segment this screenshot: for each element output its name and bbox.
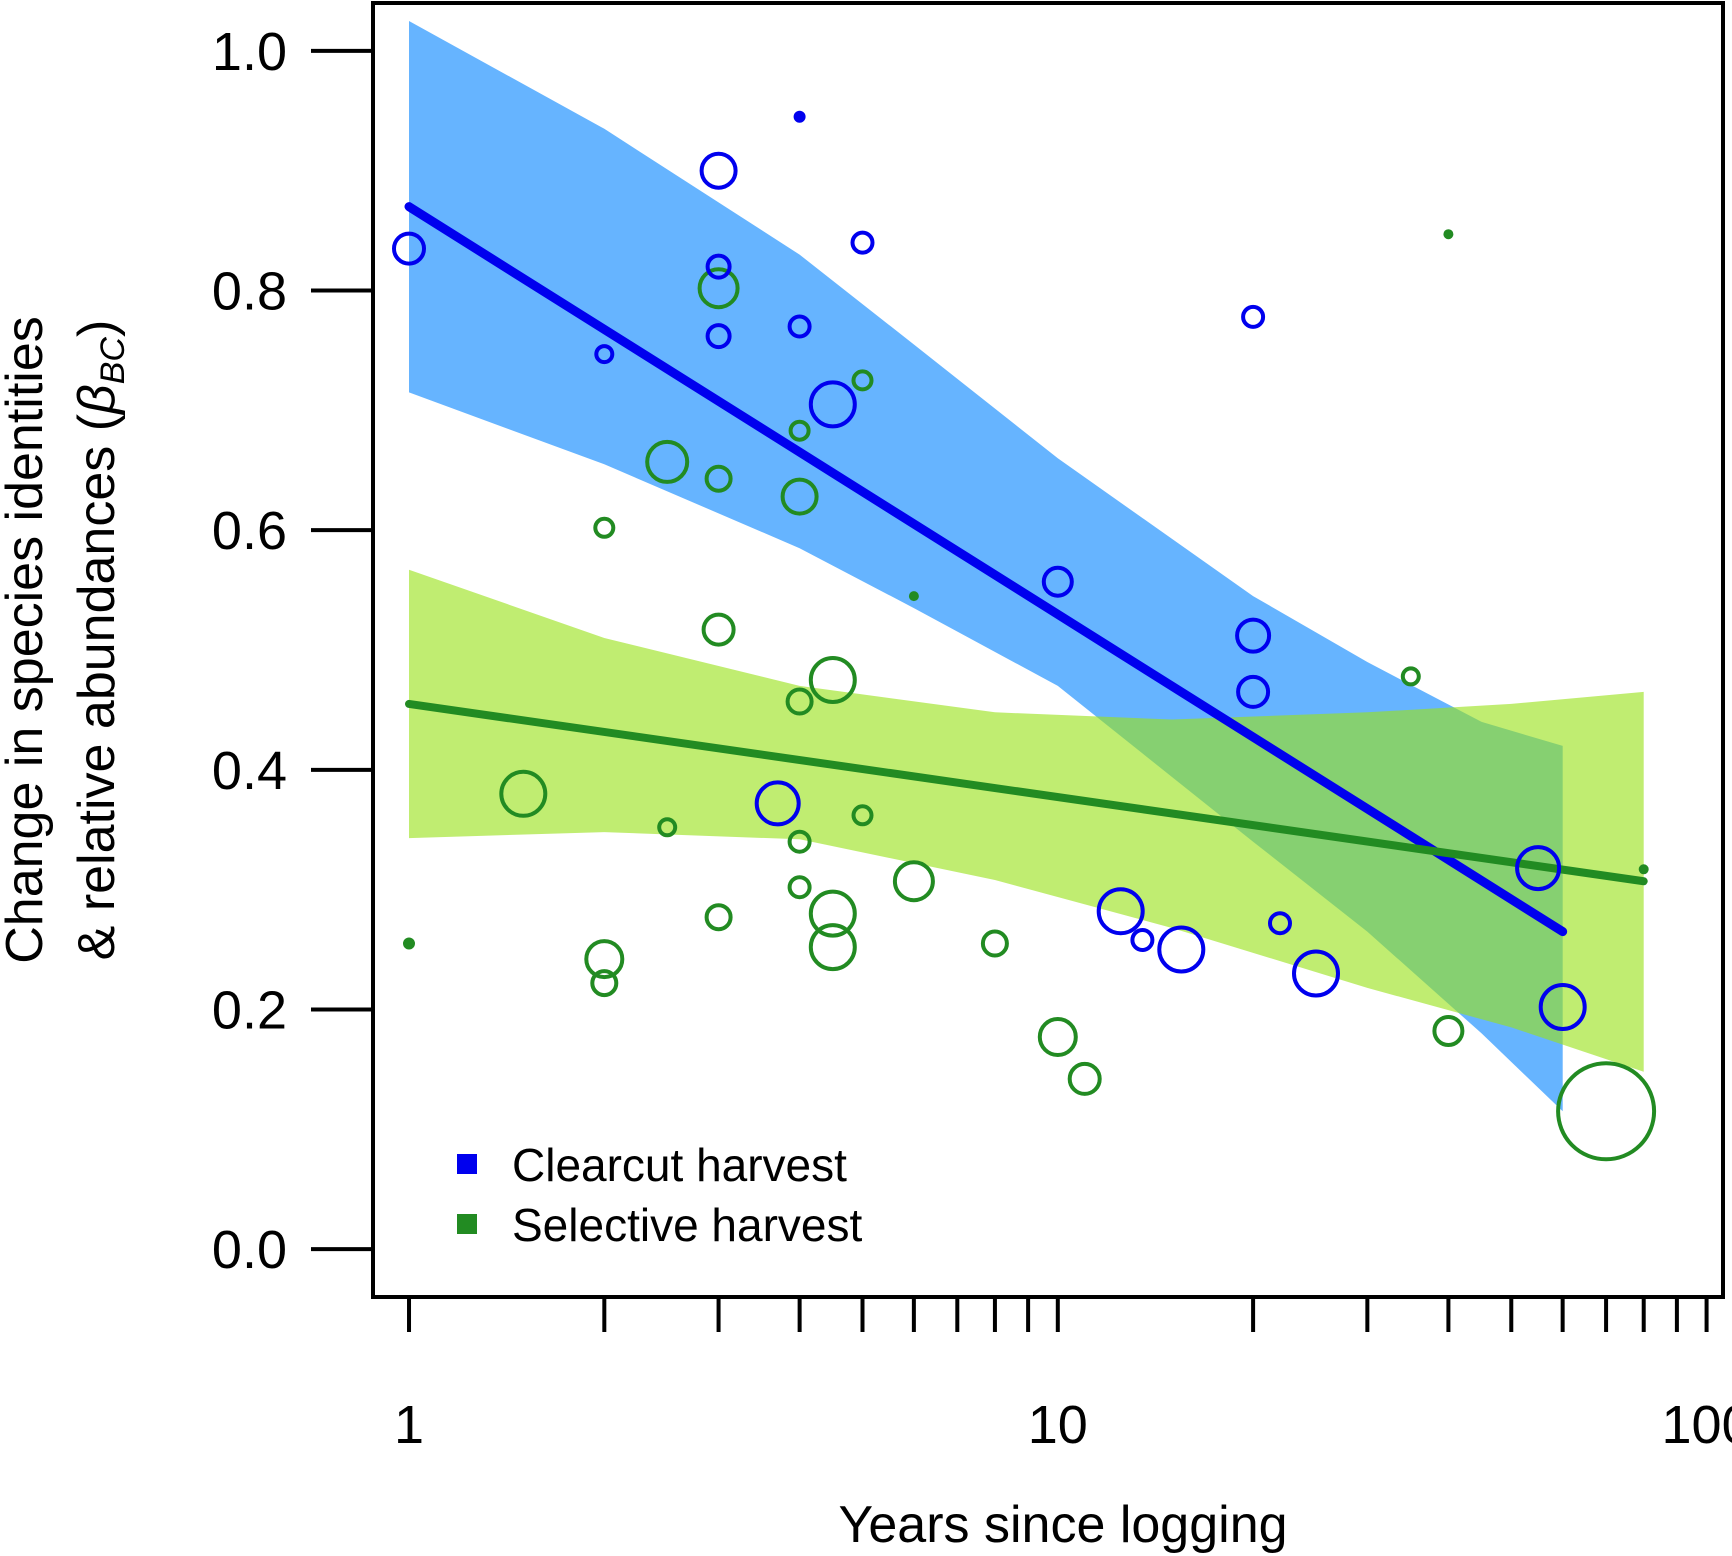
legend-swatch-clearcut xyxy=(457,1154,477,1174)
point-clearcut-harvest-6 xyxy=(793,110,806,123)
point-selective-harvest-25 xyxy=(1067,1061,1102,1096)
point-selective-harvest-20 xyxy=(851,804,874,827)
y-axis-title-suffix: ) xyxy=(68,320,126,337)
point-clearcut-harvest-4 xyxy=(705,323,732,350)
legend-label-clearcut: Clearcut harvest xyxy=(512,1139,847,1191)
y-axis-title-beta: β xyxy=(68,384,126,416)
x-axis: 1 10 100 xyxy=(394,1295,1732,1455)
point-selective-harvest-9 xyxy=(701,612,736,647)
point-clearcut-harvest-16 xyxy=(1236,674,1271,709)
fit-line-selective-harvest xyxy=(405,699,1648,886)
x-tick-label-1: 10 xyxy=(1028,1395,1088,1455)
point-clearcut-harvest-14 xyxy=(1241,304,1266,329)
y-tick-label-2: 0.4 xyxy=(212,741,287,801)
point-selective-harvest-29 xyxy=(1556,1061,1657,1162)
point-selective-harvest-23 xyxy=(980,929,1009,958)
point-clearcut-harvest-17 xyxy=(1268,911,1292,936)
point-clearcut-harvest-13 xyxy=(1157,925,1206,974)
point-selective-harvest-3 xyxy=(584,939,625,980)
point-selective-harvest-10 xyxy=(704,903,733,932)
fit-lines xyxy=(404,202,1648,937)
point-selective-harvest-16 xyxy=(808,656,857,704)
x-tick-label-2: 100 xyxy=(1662,1395,1732,1455)
point-selective-harvest-7 xyxy=(697,267,740,310)
ci-band-selective-harvest xyxy=(409,569,1644,1072)
point-selective-harvest-26 xyxy=(1400,666,1421,687)
point-clearcut-harvest-20 xyxy=(1538,983,1587,1031)
point-clearcut-harvest-19 xyxy=(1515,845,1562,892)
y-tick-label-3: 0.6 xyxy=(212,501,287,561)
point-clearcut-harvest-12 xyxy=(1130,928,1155,952)
y-axis-title-subscript: BC xyxy=(94,337,132,385)
point-selective-harvest-0 xyxy=(403,937,415,950)
point-selective-harvest-14 xyxy=(787,829,812,854)
point-selective-harvest-13 xyxy=(785,687,814,716)
point-selective-harvest-11 xyxy=(788,419,811,442)
point-selective-harvest-15 xyxy=(787,875,812,900)
point-selective-harvest-4 xyxy=(590,969,619,998)
point-clearcut-harvest-5 xyxy=(754,780,801,827)
point-selective-harvest-19 xyxy=(851,369,874,392)
x-axis-title: Years since logging xyxy=(838,1496,1287,1554)
point-selective-harvest-2 xyxy=(593,516,616,539)
y-tick-label-0: 0.0 xyxy=(212,1220,287,1280)
point-selective-harvest-8 xyxy=(704,464,733,493)
y-axis-title-prefix: & relative abundances ( xyxy=(68,413,126,960)
point-selective-harvest-18 xyxy=(808,923,857,972)
point-selective-harvest-6 xyxy=(657,817,678,838)
point-clearcut-harvest-1 xyxy=(594,344,615,365)
point-clearcut-harvest-9 xyxy=(850,230,875,255)
data-points xyxy=(392,110,1657,1162)
point-clearcut-harvest-18 xyxy=(1292,949,1340,998)
y-axis-title-line2: & relative abundances (βBC) xyxy=(68,320,132,961)
legend: Clearcut harvest Selective harvest xyxy=(457,1139,862,1251)
point-clearcut-harvest-10 xyxy=(1041,565,1074,598)
point-clearcut-harvest-3 xyxy=(705,253,732,280)
y-tick-label-4: 0.8 xyxy=(212,262,287,322)
point-selective-harvest-24 xyxy=(1037,1017,1078,1057)
point-clearcut-harvest-2 xyxy=(699,151,738,190)
point-selective-harvest-22 xyxy=(892,860,935,903)
point-clearcut-harvest-11 xyxy=(1096,887,1145,936)
legend-label-selective: Selective harvest xyxy=(512,1199,862,1251)
point-clearcut-harvest-8 xyxy=(808,380,857,429)
point-clearcut-harvest-0 xyxy=(392,231,426,266)
point-selective-harvest-21 xyxy=(908,591,919,602)
point-clearcut-harvest-7 xyxy=(787,314,812,339)
point-selective-harvest-1 xyxy=(499,769,548,818)
y-axis-title-line1: Change in species identities xyxy=(0,316,54,964)
point-clearcut-harvest-15 xyxy=(1235,617,1272,654)
y-tick-label-1: 0.2 xyxy=(212,980,287,1040)
y-axis: 0.0 0.2 0.4 0.6 0.8 1.0 xyxy=(212,22,373,1280)
fit-line-clearcut-harvest xyxy=(404,202,1568,937)
point-selective-harvest-30 xyxy=(1638,864,1649,875)
point-selective-harvest-17 xyxy=(808,889,857,938)
x-tick-label-0: 1 xyxy=(394,1395,424,1455)
point-selective-harvest-28 xyxy=(1432,1015,1465,1047)
point-selective-harvest-27 xyxy=(1443,229,1454,240)
point-selective-harvest-12 xyxy=(780,477,819,516)
y-tick-label-5: 1.0 xyxy=(212,22,287,82)
legend-swatch-selective xyxy=(457,1214,477,1234)
point-selective-harvest-5 xyxy=(645,439,690,484)
